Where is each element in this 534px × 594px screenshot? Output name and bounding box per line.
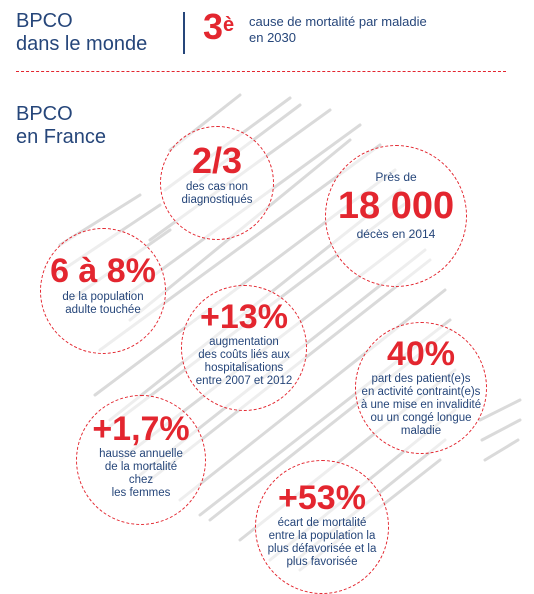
stat-population-line2: adulte touchée [65, 304, 141, 316]
stat-costs-line2: des coûts liés aux [198, 349, 290, 361]
stat-population-value: 6 à 8% [50, 252, 156, 290]
stat-undiagnosed-value: 2/3 [191, 140, 243, 181]
stat-costs-line1: augmentation [209, 336, 279, 348]
stat-undiagnosed: 2/3 des cas non diagnostiqués [160, 126, 274, 240]
world-title-line2: dans le monde [16, 33, 148, 55]
stat-deaths: Près de 18 000 décès en 2014 [325, 145, 467, 287]
stat-women: +1,7% hausse annuelle de la mortalité ch… [76, 395, 206, 525]
stat-women-line3: chez [128, 474, 154, 486]
stat-gap-line1: écart de mortalité [277, 517, 367, 529]
stat-patients-line1: part des patient(e)s [371, 373, 471, 385]
stat-undiagnosed-line2: diagnostiqués [181, 194, 253, 206]
rank-suffix: è [223, 14, 235, 36]
rank-line1: cause de mortalité par maladie [249, 14, 427, 29]
stat-population-line1: de la population [62, 291, 144, 303]
stat-costs-value: +13% [200, 298, 288, 336]
stat-population: 6 à 8% de la population adulte touchée [40, 228, 166, 354]
stat-deaths-value: 18 000 [337, 185, 455, 227]
france-title-line2: en France [16, 126, 107, 148]
stat-gap-line3: plus défavorisée et la [267, 543, 377, 555]
stat-gap-line4: plus favorisée [286, 556, 358, 568]
rank-number: 3è [203, 6, 234, 48]
stat-gap-value: +53% [278, 479, 366, 517]
section-divider [16, 71, 506, 72]
rank-description: cause de mortalité par maladie en 2030 [249, 14, 427, 46]
stat-patients-value: 40% [386, 335, 456, 373]
france-title-line1: BPCO [16, 103, 73, 125]
stat-deaths-line1: décès en 2014 [356, 227, 436, 241]
stat-costs: +13% augmentation des coûts liés aux hos… [181, 285, 307, 411]
rank-digit: 3 [203, 6, 224, 47]
stat-patients-line5: maladie [400, 425, 442, 437]
stat-costs-line3: hospitalisations [204, 362, 284, 374]
stat-women-line1: hausse annuelle [99, 448, 183, 460]
stat-deaths-pre: Près de [375, 170, 417, 184]
world-title: BPCO dans le monde [16, 10, 147, 56]
stat-women-value: +1,7% [92, 410, 190, 448]
rank-line2: en 2030 [249, 30, 296, 45]
france-title: BPCO en France [16, 103, 106, 149]
stat-gap-line2: entre la population la [268, 530, 376, 542]
stat-patients-line4: ou un congé longue [370, 412, 472, 424]
stat-patients: 40% part des patient(e)s en activité con… [355, 322, 487, 454]
stat-women-line4: les femmes [111, 487, 171, 499]
stat-patients-line3: à une mise en invalidité [360, 399, 482, 411]
stat-gap: +53% écart de mortalité entre la populat… [255, 460, 389, 594]
stat-undiagnosed-line1: des cas non [185, 181, 248, 193]
stat-women-line2: de la mortalité [104, 461, 178, 473]
world-title-line1: BPCO [16, 10, 73, 32]
stat-patients-line2: en activité contraint(e)s [361, 386, 481, 398]
header-separator [183, 12, 185, 54]
stat-costs-line4: entre 2007 et 2012 [195, 375, 293, 387]
